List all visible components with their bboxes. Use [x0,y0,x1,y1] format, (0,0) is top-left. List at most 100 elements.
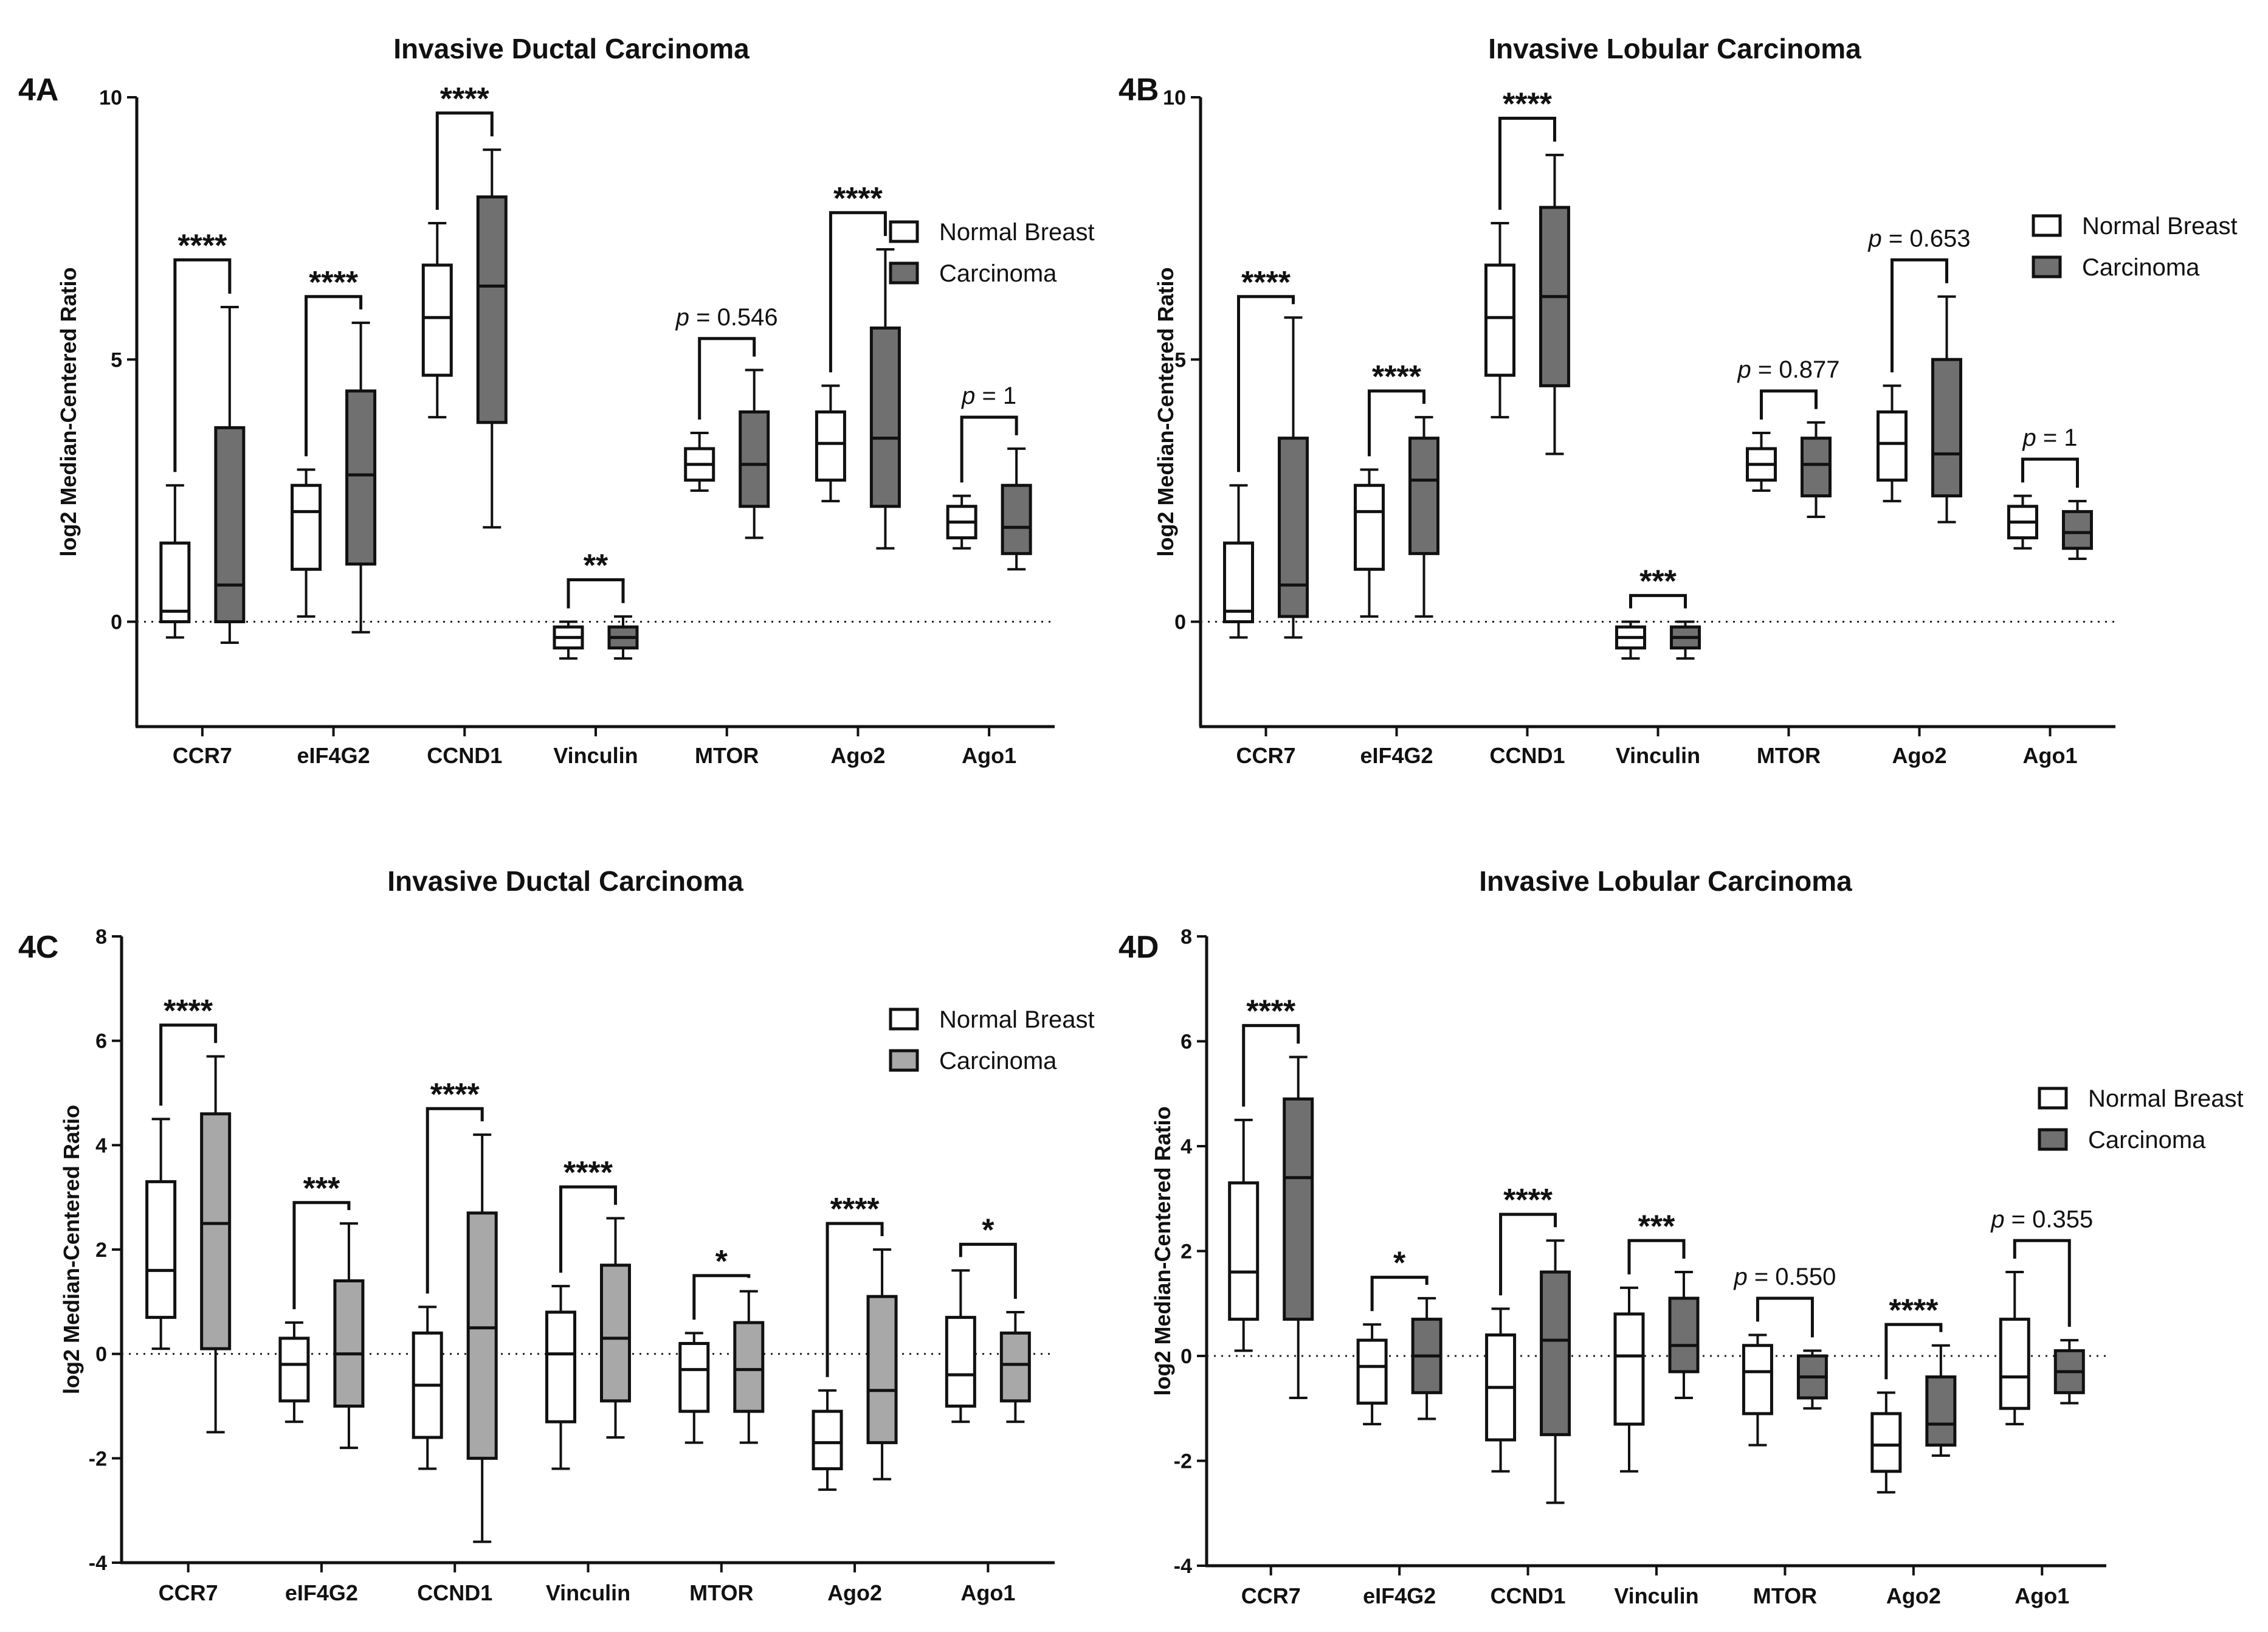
significance-ago2: **** [826,1192,884,1377]
box-normal-mtor [678,1332,710,1444]
box-carcinoma-ago2 [1925,1344,1957,1457]
y-tick-label: 5 [1174,348,1186,372]
x-tick-label-ccr7: CCR7 [1241,1583,1301,1608]
significance-bracket [692,1274,751,1320]
panel-4d: Invasive Lobular Carcinoma 4D log2 Median-… [1118,865,2244,1608]
x-tick-label-vinculin: Vinculin [546,1580,630,1605]
significance-vinculin: *** [1629,564,1687,609]
box-iqr [1925,1375,1957,1447]
significance-bracket [567,578,625,609]
box-carcinoma-ago2 [869,248,901,550]
box-normal-vinculin [553,620,584,660]
y-tick-label: 10 [1163,86,1186,109]
box-carcinoma-vinculin [1670,620,1701,660]
box-iqr [1408,437,1439,555]
legend-swatch-carcinoma [889,261,919,285]
x-tick-label-ccnd1: CCND1 [1491,1583,1566,1608]
significance-bracket [173,258,232,472]
significance-bracket [1629,593,1687,609]
box-carcinoma-mtor [1801,421,1832,518]
y-tick-label: 8 [1181,925,1192,949]
significance-bracket [1760,389,1818,420]
significance-bracket [1499,1212,1557,1296]
significance-ago1: * [959,1212,1017,1299]
legend-swatch-normal [889,1008,919,1031]
box-normal-eif4g2 [1356,1323,1388,1426]
significance-stars: *** [1639,564,1677,599]
box-iqr [866,1295,898,1445]
legend-label-carcinoma: Carcinoma [2082,254,2200,281]
legend-label-carcinoma: Carcinoma [2088,1127,2206,1153]
box-carcinoma-ccr7 [200,1055,232,1434]
box-normal-eif4g2 [1354,468,1385,618]
panel-4c: Invasive Ductal Carcinoma 4C log2 Median-C… [18,865,1095,1605]
legend-swatch-normal [889,220,919,243]
significance-stars: **** [309,265,359,300]
box-normal-ccr7 [1228,1118,1260,1352]
y-tick-label: 10 [99,86,122,109]
panel-label: 4A [18,72,58,108]
box-iqr [333,1279,365,1408]
significance-bracket [959,1242,1017,1299]
significance-bracket [1498,117,1556,210]
significance-ccr7: **** [159,994,218,1106]
x-tick-label-ago2: Ago2 [1892,743,1947,768]
significance-stars: *** [1638,1209,1675,1244]
box-iqr [1742,1344,1773,1416]
box-normal-ago1 [946,494,977,550]
y-tick-label: 0 [1174,611,1186,634]
x-tick-label-ccr7: CCR7 [1236,743,1295,768]
box-normal-ccr7 [159,484,191,639]
significance-ago1: p = 1 [960,382,1018,483]
y-axis-label: log2 Median-Centered Ratio [1150,1106,1175,1395]
significance-bracket [1884,1323,1943,1380]
significance-stars: **** [430,1077,480,1112]
significance-bracket [435,111,494,210]
legend: Normal Breast Carcinoma [2032,213,2238,281]
box-normal-vinculin [545,1285,576,1470]
legend-swatch-carcinoma [2032,255,2062,278]
p-symbol: p [1737,356,1751,383]
x-tick-label-ccnd1: CCND1 [417,1580,492,1605]
significance-bracket [1237,295,1295,472]
x-tick-label-ccr7: CCR7 [173,743,232,768]
significance-stars: * [1393,1246,1406,1281]
x-tick-label-vinculin: Vinculin [1616,743,1700,768]
box-normal-mtor [1742,1333,1773,1447]
x-tick-label-ago1: Ago1 [2015,1583,2069,1608]
significance-stars: **** [1889,1293,1939,1328]
y-tick-label: -4 [1174,1555,1192,1578]
p-symbol: p [2022,424,2036,451]
box-iqr [1356,1338,1388,1405]
p-value-label: p = 0.546 [675,304,778,331]
significance-eif4g2: **** [305,265,363,457]
significance-bracket [2013,1239,2071,1327]
significance-ago1: p = 0.355 [1990,1206,2093,1327]
box-iqr [421,263,453,377]
box-carcinoma-eif4g2 [1408,416,1439,618]
y-axis-label: log2 Median-Centered Ratio [59,1105,84,1394]
x-tick-label-ago2: Ago2 [830,743,885,768]
box-normal-ccnd1 [412,1305,443,1470]
y-axis-label: log2 Median-Centered Ratio [56,267,81,556]
x-tick-label-eif4g2: eIF4G2 [1360,743,1433,768]
box-iqr [1613,1312,1645,1426]
significance-bracket [960,415,1018,483]
significance-ccnd1: **** [1498,87,1556,210]
significance-eif4g2: *** [292,1171,351,1310]
p-symbol: p [961,382,975,409]
significance-vinculin: **** [559,1155,617,1273]
box-iqr [739,410,770,508]
significance-eif4g2: **** [1368,359,1425,457]
box-iqr [2062,510,2093,550]
x-tick-label-ago2: Ago2 [1886,1583,1941,1608]
chart-title: Invasive Lobular Carcinoma [1488,33,1861,64]
significance-ccnd1: **** [426,1077,484,1294]
box-iqr [1801,437,1832,497]
panel-4b: Invasive Lobular Carcinoma 4B log2 Median-… [1118,33,2238,768]
box-normal-mtor [1746,432,1777,492]
legend: Normal Breast Carcinoma [2038,1085,2244,1153]
box-iqr [1668,1296,1700,1374]
significance-bracket [1756,1296,1814,1338]
